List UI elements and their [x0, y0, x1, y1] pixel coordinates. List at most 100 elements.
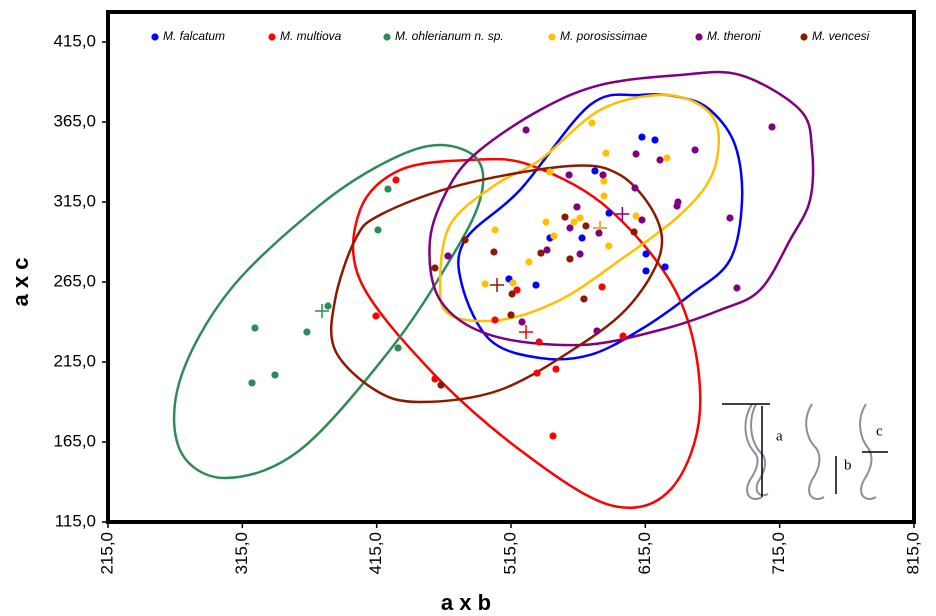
point — [600, 177, 608, 185]
y-tick-label: 215,0 — [53, 351, 96, 370]
point — [392, 176, 400, 184]
point — [543, 246, 551, 254]
point — [651, 136, 659, 144]
point — [768, 123, 776, 131]
x-tick-label: 415,0 — [366, 532, 385, 575]
x-tick-label: 715,0 — [769, 532, 788, 575]
point — [491, 226, 499, 234]
point — [642, 250, 650, 258]
legend-label: M. vencesi — [812, 29, 870, 43]
point — [580, 295, 588, 303]
point — [600, 192, 608, 200]
x-tick-label: 515,0 — [500, 532, 519, 575]
y-tick-label: 365,0 — [53, 111, 96, 130]
point — [726, 214, 734, 222]
point — [593, 327, 601, 335]
centroid — [615, 207, 630, 221]
point — [561, 213, 569, 221]
point — [638, 133, 646, 141]
inset-hook — [744, 403, 763, 500]
legend-marker — [383, 33, 391, 41]
point — [372, 312, 380, 320]
point — [550, 232, 558, 240]
point — [565, 171, 573, 179]
point — [508, 290, 516, 298]
point — [444, 252, 452, 260]
legend-label: M. porosissimae — [560, 29, 648, 43]
point — [303, 328, 311, 336]
point — [642, 267, 650, 275]
point — [582, 222, 590, 230]
point — [384, 185, 392, 193]
legend-marker — [268, 33, 276, 41]
group-outline — [172, 143, 485, 480]
point — [632, 150, 640, 158]
point — [576, 250, 584, 258]
point — [691, 146, 699, 154]
point — [437, 381, 445, 389]
point — [656, 156, 664, 164]
inset-hook — [805, 403, 825, 500]
point — [522, 126, 530, 134]
inset-label: a — [776, 428, 783, 444]
y-tick-label: 415,0 — [53, 31, 96, 50]
point — [605, 209, 613, 217]
centroid — [519, 325, 534, 339]
group-outline — [329, 164, 664, 404]
plot-frame — [106, 10, 916, 524]
point — [248, 379, 256, 387]
x-tick-label: 215,0 — [97, 532, 116, 575]
y-tick-label: 315,0 — [53, 191, 96, 210]
point — [324, 302, 332, 310]
point — [542, 218, 550, 226]
legend-label: M. multiova — [280, 29, 342, 43]
point — [630, 228, 638, 236]
point — [535, 338, 543, 346]
point — [507, 311, 515, 319]
point — [513, 286, 521, 294]
point — [431, 264, 439, 272]
point — [570, 218, 578, 226]
point — [552, 365, 560, 373]
point — [578, 234, 586, 242]
x-axis-title: a x b — [441, 590, 491, 615]
x-tick-label: 815,0 — [903, 532, 922, 575]
inset-label: c — [876, 423, 883, 439]
point — [733, 284, 741, 292]
point — [537, 249, 545, 257]
point — [251, 324, 259, 332]
point — [532, 281, 540, 289]
legend-marker — [151, 33, 159, 41]
point — [509, 279, 517, 287]
group-outline — [438, 93, 721, 323]
legend-label: M. falcatum — [163, 29, 225, 43]
legend-label: M. theroni — [707, 29, 761, 43]
point — [573, 203, 581, 211]
inset-label: b — [844, 457, 852, 473]
legend-marker — [695, 33, 703, 41]
y-tick-label: 265,0 — [53, 271, 96, 290]
y-tick-label: 165,0 — [53, 431, 96, 450]
point — [591, 167, 599, 175]
point — [632, 212, 640, 220]
point — [431, 375, 439, 383]
point — [576, 214, 584, 222]
point — [638, 216, 646, 224]
x-tick-label: 315,0 — [232, 532, 251, 575]
group-outline — [428, 70, 815, 347]
point — [602, 149, 610, 157]
inset-arrows — [722, 403, 888, 497]
point — [605, 242, 613, 250]
point — [619, 332, 627, 340]
point — [481, 280, 489, 288]
point — [461, 236, 469, 244]
x-tick-label: 615,0 — [635, 532, 654, 575]
point — [663, 154, 671, 162]
point — [598, 283, 606, 291]
point — [518, 318, 526, 326]
point — [491, 316, 499, 324]
point — [490, 248, 498, 256]
y-axis-title: a x c — [8, 258, 33, 307]
point — [599, 171, 607, 179]
legend-label: M. ohlerianum n. sp. — [395, 29, 504, 43]
